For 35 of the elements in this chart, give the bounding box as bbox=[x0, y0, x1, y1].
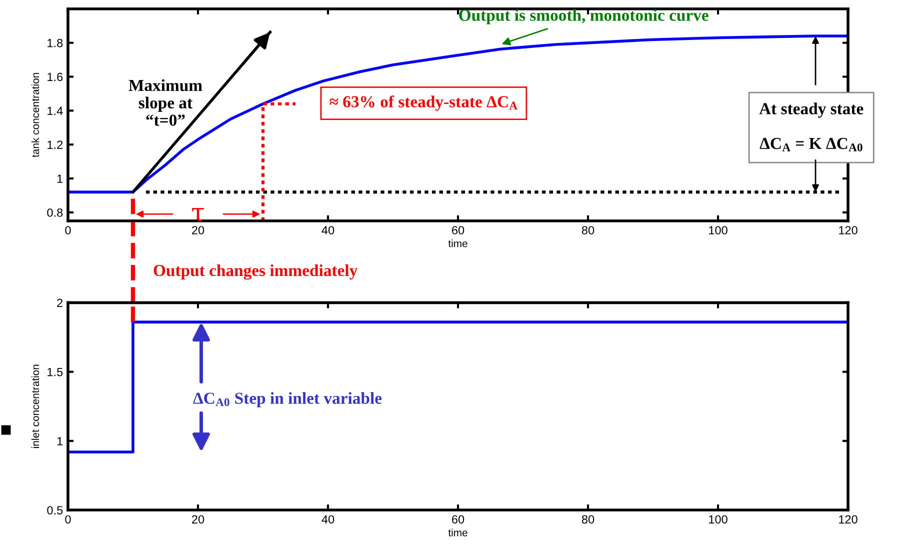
y-tick-label: 0.8 bbox=[47, 208, 63, 217]
annotation: ΔC$_{A0}$ Step in inlet variable bbox=[193, 392, 382, 408]
y-tick-label: 0.5 bbox=[47, 506, 63, 514]
y-tick-label: 1.4 bbox=[48, 106, 63, 115]
y-tick-label: 1.5 bbox=[48, 368, 63, 376]
x-tick-label: 20 bbox=[192, 226, 204, 234]
annotation: ≈ 63% of steady-state ΔC$_{A}$ bbox=[330, 95, 518, 111]
x-tick-label: 40 bbox=[322, 226, 334, 234]
x-tick-label: 120 bbox=[839, 226, 858, 234]
y-tick-label: 1 bbox=[57, 437, 63, 446]
x-tick-label: 100 bbox=[709, 515, 728, 524]
x-tick-label: 80 bbox=[582, 515, 594, 524]
y-axis-title: tank concentration bbox=[31, 72, 40, 158]
annotation: τ bbox=[192, 208, 204, 222]
x-tick-label: 60 bbox=[452, 515, 464, 524]
y-tick-label: 2 bbox=[57, 298, 63, 307]
annotation: Maximum slope at “t=0” bbox=[128, 79, 202, 126]
x-tick-label: 100 bbox=[709, 226, 728, 234]
y-tick-label: 1.2 bbox=[48, 140, 63, 149]
text: At steady state ΔC$_{A}$ = K ΔC$_{A0}$ bbox=[759, 102, 864, 152]
y-tick-label: 1.6 bbox=[48, 72, 63, 82]
x-tick-label: 20 bbox=[192, 515, 204, 524]
y-tick-label: 1 bbox=[57, 174, 63, 183]
x-tick-label: 40 bbox=[322, 515, 334, 524]
x-tick-label: 60 bbox=[452, 226, 464, 234]
x-tick-label: 0 bbox=[65, 226, 71, 234]
x-tick-label: 0 bbox=[65, 515, 71, 524]
text: Output changes immediately bbox=[154, 264, 358, 280]
x-tick-label: 80 bbox=[582, 226, 594, 234]
x-axis-title: time bbox=[448, 528, 468, 536]
x-axis-title: time bbox=[448, 240, 468, 248]
y-axis-title: inlet concentration bbox=[31, 364, 40, 448]
annotation: Output is smooth, monotonic curve bbox=[459, 9, 708, 24]
y-tick-label: 1.8 bbox=[48, 38, 63, 48]
x-tick-label: 120 bbox=[839, 515, 858, 524]
